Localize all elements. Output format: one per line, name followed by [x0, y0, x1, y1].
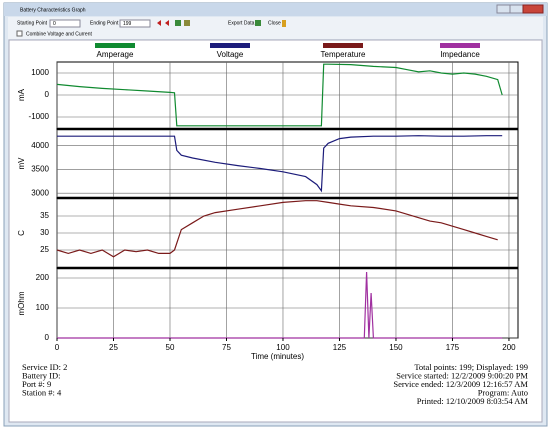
maximize-button[interactable]	[509, 4, 524, 14]
starting-point-value: 0	[53, 21, 56, 27]
y-tick-label: 30	[40, 228, 49, 237]
x-tick-label: 200	[502, 343, 516, 352]
x-tick-label: 75	[222, 343, 231, 352]
x-tick-label: 100	[276, 343, 290, 352]
y-axis-label: mV	[17, 157, 26, 170]
icon[interactable]	[175, 20, 181, 26]
close-window-button[interactable]	[522, 4, 544, 14]
data-line	[56, 63, 503, 127]
info-text: Program: Auto	[478, 387, 528, 397]
minimize-button[interactable]	[496, 4, 511, 14]
info-text: Port #: 9	[22, 379, 51, 389]
export-icon[interactable]	[255, 20, 261, 26]
legend-label: Impedance	[440, 50, 480, 59]
y-tick-label: 200	[36, 273, 50, 282]
ending-point-input[interactable]	[119, 19, 151, 28]
info-text: Service ID: 2	[22, 362, 67, 372]
close-icon[interactable]	[282, 20, 286, 27]
x-axis-label: Time (minutes)	[251, 352, 304, 361]
y-tick-label: 25	[40, 245, 49, 254]
y-tick-label: 3500	[31, 165, 49, 174]
window-title: Battery Characteristics Graph	[20, 7, 86, 13]
y-tick-label: 35	[40, 211, 49, 220]
nav-arrows[interactable]	[157, 20, 169, 26]
x-tick-label: 50	[166, 343, 175, 352]
close-button[interactable]: Close	[268, 20, 281, 26]
y-tick-label: 3000	[31, 188, 49, 197]
legend-swatch	[210, 43, 250, 48]
chart-area	[8, 39, 543, 423]
icon[interactable]	[184, 20, 190, 26]
x-tick-label: 25	[109, 343, 118, 352]
legend-swatch	[95, 43, 135, 48]
y-tick-label: 100	[36, 303, 50, 312]
y-axis-label: mOhm	[17, 291, 26, 315]
data-line	[57, 271, 503, 339]
legend-swatch	[440, 43, 480, 48]
export-button[interactable]: Export Data	[228, 20, 255, 26]
data-line	[57, 135, 503, 193]
x-tick-label: 0	[55, 343, 60, 352]
ending-point-value: 199	[123, 21, 132, 27]
info-text: Total points: 199; Displayed: 199	[414, 362, 528, 372]
ending-point-label: Ending Point	[90, 20, 119, 26]
x-tick-label: 150	[389, 343, 403, 352]
legend-swatch	[323, 43, 363, 48]
info-text: Printed: 12/10/2009 8:03:54 AM	[417, 396, 529, 406]
starting-point-input[interactable]	[49, 19, 81, 28]
x-tick-label: 125	[333, 343, 347, 352]
title-bar	[4, 3, 547, 16]
checkbox[interactable]	[16, 30, 23, 37]
y-tick-label: 0	[45, 333, 50, 342]
legend-label: Temperature	[321, 50, 366, 59]
y-tick-label: 1000	[31, 68, 49, 77]
y-axis-label: C	[17, 230, 26, 236]
y-tick-label: 4000	[31, 141, 49, 150]
legend-label: Amperage	[97, 50, 134, 59]
y-tick-label: 0	[45, 90, 50, 99]
starting-point-label: Starting Point	[17, 20, 48, 26]
info-text: Station #: 4	[22, 387, 62, 397]
x-tick-label: 175	[446, 343, 460, 352]
info-text: Battery ID:	[22, 370, 60, 380]
info-text: Service ended: 12/3/2009 12:16:57 AM	[393, 379, 528, 389]
legend-label: Voltage	[217, 50, 244, 59]
info-text: Service started: 12/2/2009 9:00:20 PM	[396, 370, 528, 380]
checkbox-label: Combine Voltage and Current	[26, 31, 92, 37]
data-line	[56, 200, 498, 258]
y-axis-label: mA	[17, 88, 26, 101]
y-tick-label: -1000	[29, 112, 50, 121]
